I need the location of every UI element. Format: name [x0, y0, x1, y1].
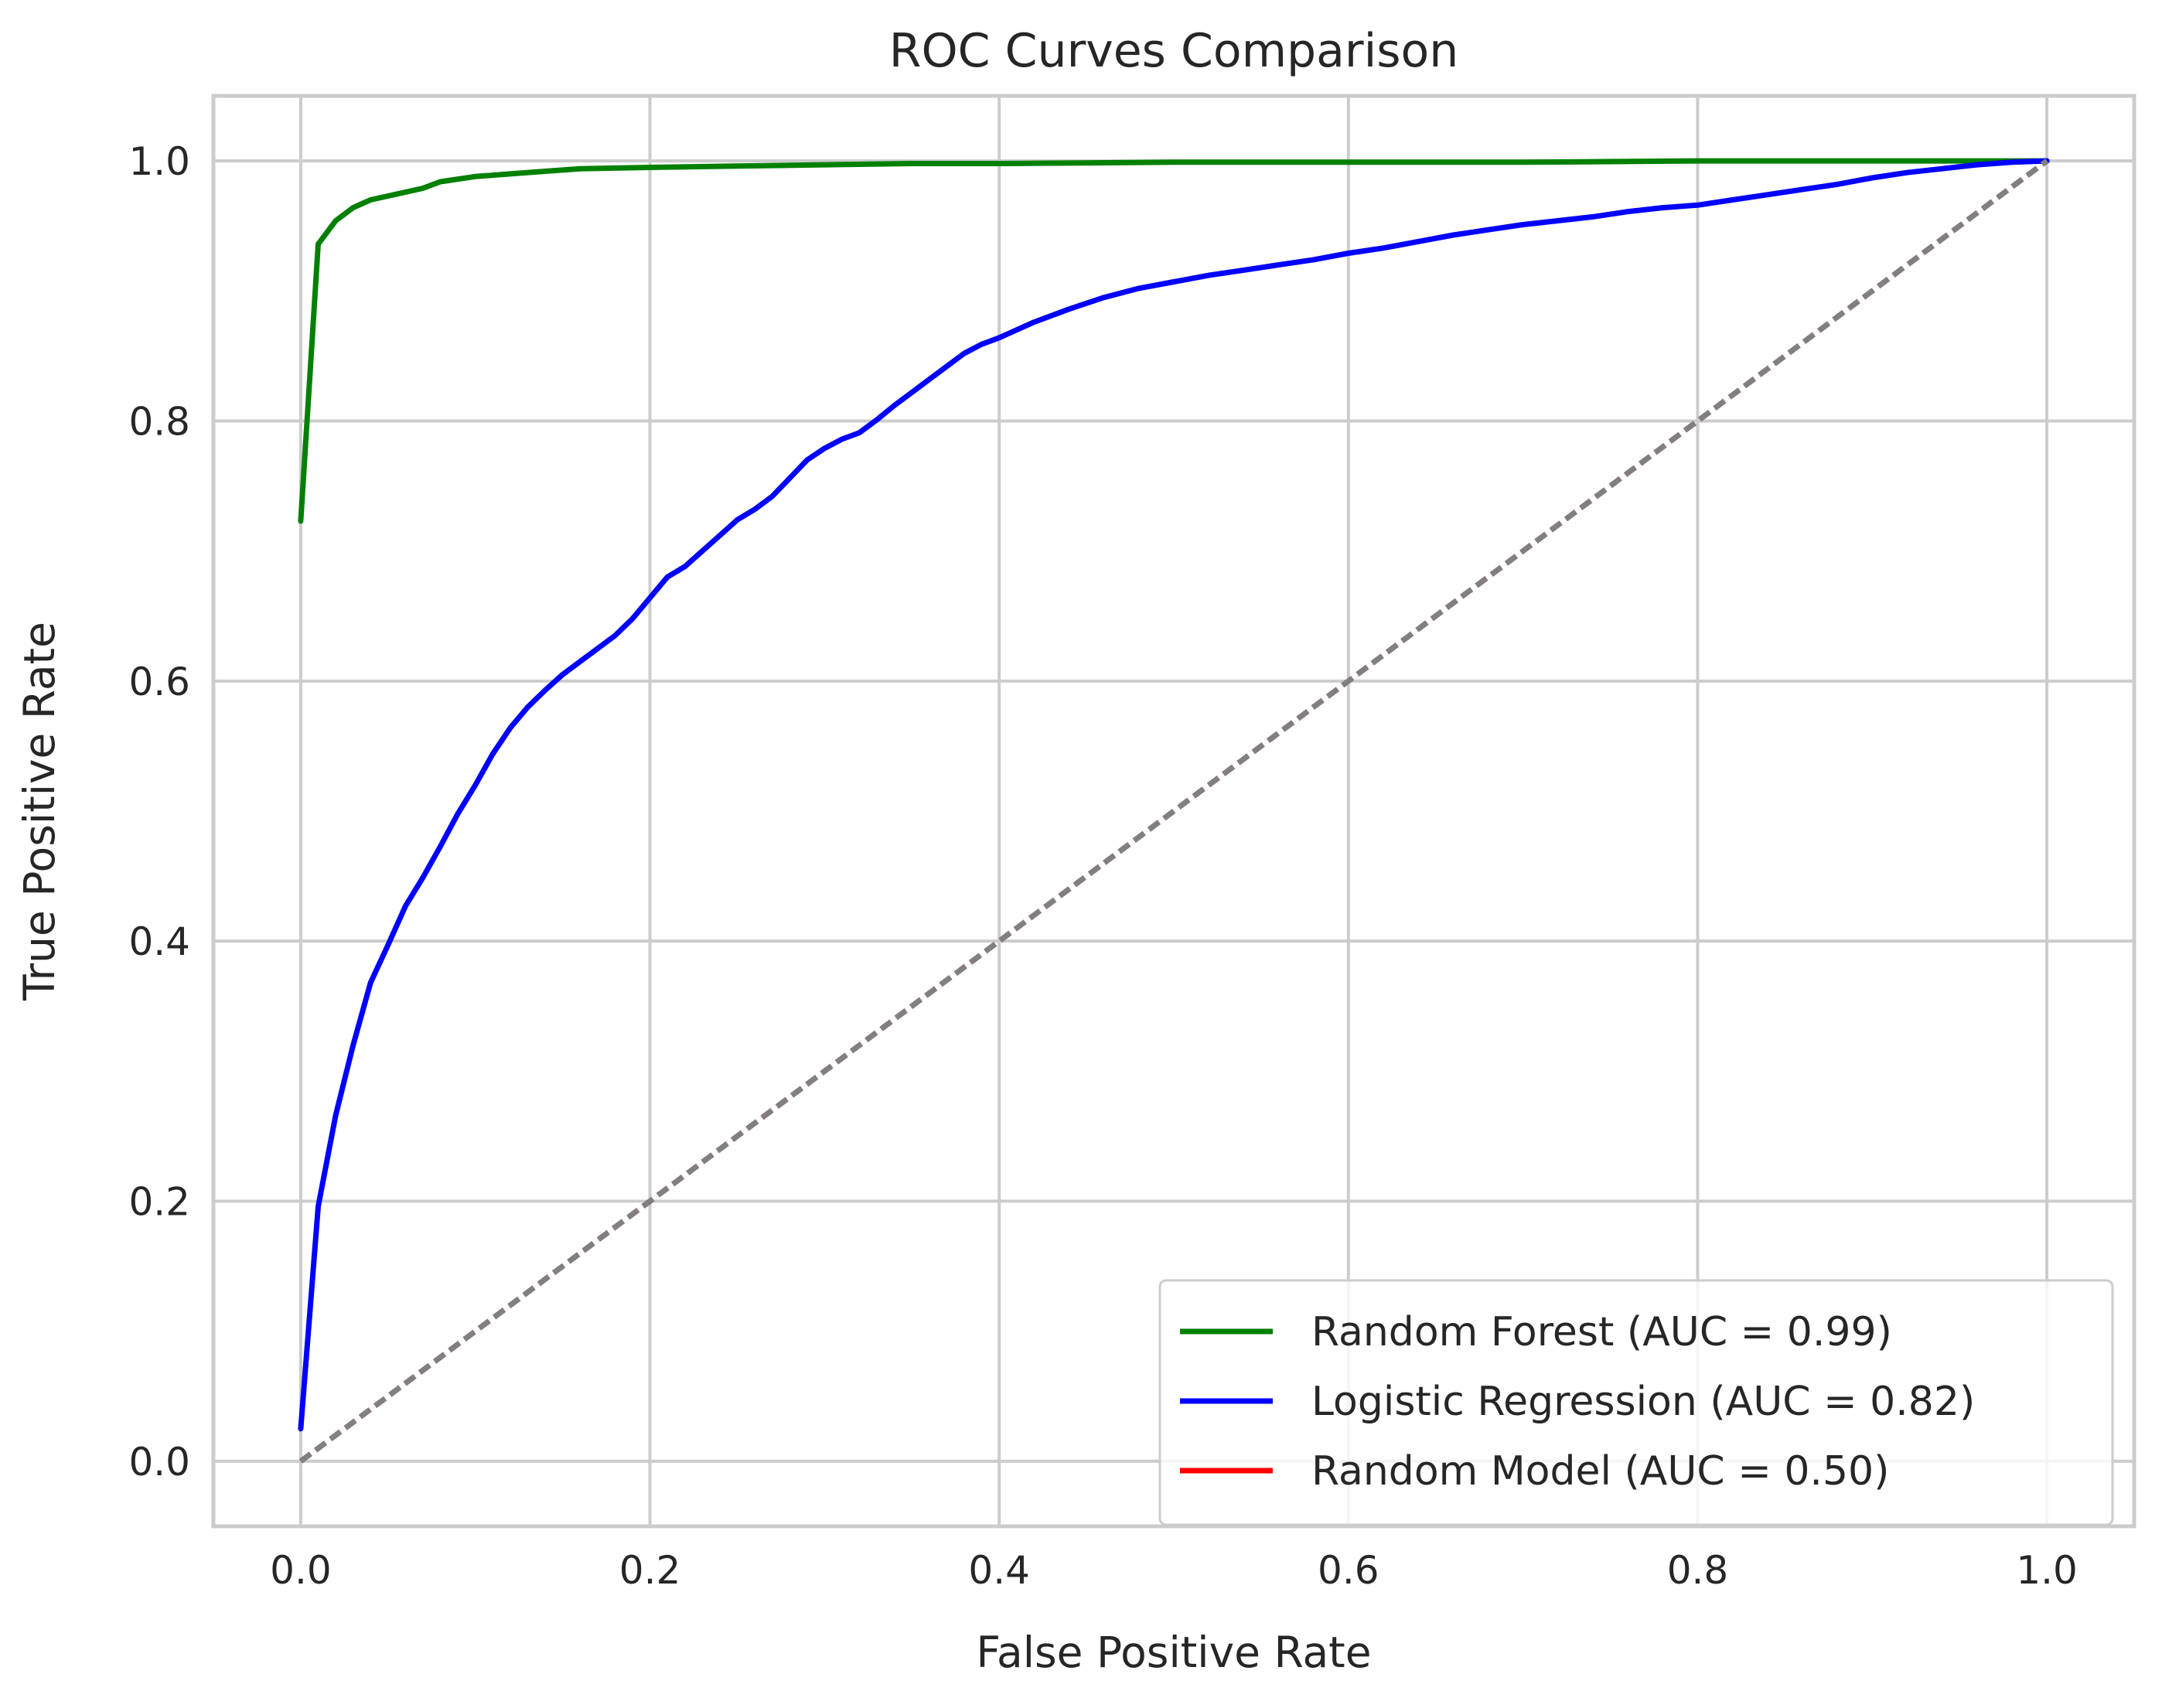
- legend-box: [1158, 1279, 2114, 1526]
- y-tick-label: 0.2: [128, 1180, 190, 1225]
- legend-items: Random Forest (AUC = 0.99) Logistic Regre…: [1180, 1309, 1975, 1495]
- plot-frame: [211, 94, 2136, 1529]
- legend-label-0: Random Forest (AUC = 0.99): [1311, 1309, 1892, 1355]
- x-tick-label: 0.8: [1667, 1548, 1729, 1593]
- x-axis-label: False Positive Rate: [976, 1628, 1371, 1677]
- x-tick-label: 0.2: [619, 1548, 681, 1593]
- y-axis-label: True Positive Rate: [15, 622, 64, 1001]
- legend: Random Forest (AUC = 0.99) Logistic Regre…: [1158, 1279, 2114, 1526]
- chart-title: ROC Curves Comparison: [889, 24, 1458, 78]
- series-line-0: [298, 158, 2050, 524]
- series-line-3: [298, 159, 2049, 1464]
- legend-label-1: Logistic Regression (AUC = 0.82): [1311, 1379, 1975, 1425]
- legend-label-2: Random Model (AUC = 0.50): [1311, 1448, 1889, 1495]
- y-tick-label: 1.0: [128, 139, 190, 184]
- series-line-1: [298, 158, 2050, 1432]
- y-tick-label: 0.6: [128, 660, 190, 704]
- x-tick-label: 1.0: [2016, 1548, 2078, 1593]
- y-tick-label: 0.0: [128, 1440, 190, 1485]
- x-tick-label: 0.6: [1318, 1548, 1379, 1593]
- tick-layer: 0.0 0.2 0.4 0.6 0.8 1.0 0.0 0.2 0.4 0.6 0.8 1.0: [128, 139, 2077, 1593]
- series-layer: [298, 158, 2050, 1464]
- grid-layer: [213, 96, 2134, 1526]
- y-tick-label: 0.8: [128, 399, 190, 444]
- x-tick-label: 0.0: [270, 1548, 332, 1593]
- x-tick-label: 0.4: [968, 1548, 1030, 1593]
- y-tick-label: 0.4: [128, 919, 190, 964]
